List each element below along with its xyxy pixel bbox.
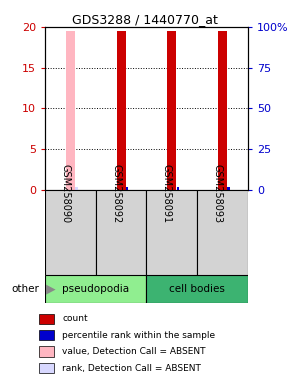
Text: percentile rank within the sample: percentile rank within the sample <box>62 331 215 340</box>
Bar <box>146 190 197 275</box>
Text: GSM258091: GSM258091 <box>162 164 172 223</box>
Bar <box>218 31 227 190</box>
Text: GSM258090: GSM258090 <box>60 164 70 223</box>
Bar <box>177 187 179 190</box>
Text: rank, Detection Call = ABSENT: rank, Detection Call = ABSENT <box>62 364 201 373</box>
Bar <box>227 187 230 190</box>
Bar <box>96 190 146 275</box>
Bar <box>45 275 146 303</box>
Bar <box>39 346 54 357</box>
Bar <box>197 190 248 275</box>
Bar <box>39 363 54 373</box>
Text: pseudopodia: pseudopodia <box>62 284 129 294</box>
Text: ▶: ▶ <box>46 283 56 295</box>
Bar <box>39 330 54 341</box>
Text: GDS3288 / 1440770_at: GDS3288 / 1440770_at <box>72 13 218 26</box>
Bar <box>167 31 176 190</box>
Bar <box>146 275 248 303</box>
Text: other: other <box>11 284 39 294</box>
Bar <box>126 187 128 190</box>
Text: value, Detection Call = ABSENT: value, Detection Call = ABSENT <box>62 347 206 356</box>
Bar <box>75 187 78 190</box>
Text: count: count <box>62 314 88 323</box>
Bar <box>39 313 54 324</box>
Bar <box>45 190 96 275</box>
Text: GSM258092: GSM258092 <box>111 164 121 223</box>
Text: GSM258093: GSM258093 <box>213 164 223 223</box>
Bar <box>117 31 126 190</box>
Text: cell bodies: cell bodies <box>169 284 225 294</box>
Bar <box>66 31 75 190</box>
